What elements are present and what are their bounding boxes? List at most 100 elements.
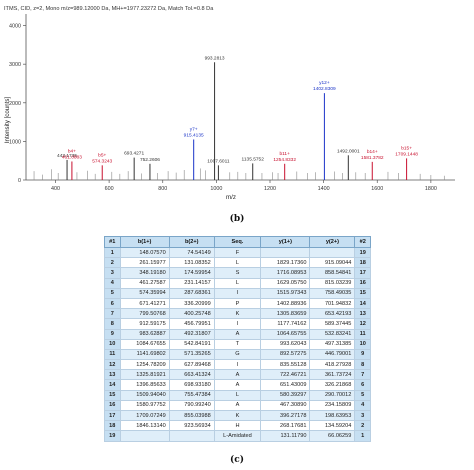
mass-cell: 1325.81921 [119, 369, 170, 381]
mass-cell: 651.43009 [260, 379, 311, 391]
mass-cell: 1829.17360 [260, 257, 311, 269]
index-cell: 18 [104, 420, 121, 432]
reverse-index-cell: 7 [354, 369, 371, 381]
mass-cell: 74.54149 [168, 246, 215, 259]
peak-label-line: 443.1735 [57, 153, 77, 159]
index-cell: 13 [104, 369, 121, 381]
table-row: 19 L-Amidated 131.11790 66.06259 1 [104, 430, 371, 442]
mass-cell: 336.20999 [168, 297, 215, 310]
x-tick-label: 1400 [318, 186, 330, 192]
peak-label: 1007.6011 [207, 158, 230, 164]
table-row: 12 1254.78209 627.89468 I 835.55128 418.27928… [104, 359, 371, 371]
table-header-cell: Seq. [213, 236, 262, 248]
mass-cell: 1177.74162 [260, 318, 311, 330]
mass-cell: 1629.05750 [260, 277, 311, 289]
peak-label: 443.1735 [57, 153, 77, 159]
peak-label: b4+ 461.0883 [62, 148, 82, 160]
y-tick-label: 0 [18, 178, 21, 184]
mass-cell: 858.54841 [309, 267, 356, 279]
reverse-index-cell: 3 [354, 409, 371, 422]
sequence-cell: L-Amidated [213, 430, 262, 442]
mass-cell: 698.93180 [168, 379, 215, 391]
mass-cell: 467.30890 [260, 399, 311, 412]
peak-label-line: 461.0883 [62, 154, 82, 160]
mass-cell: 1084.67655 [119, 338, 170, 350]
x-tick-label: 400 [51, 186, 60, 192]
mass-cell [168, 430, 215, 442]
sequence-cell: L [213, 389, 262, 401]
index-cell: 7 [104, 308, 121, 320]
index-cell: 5 [104, 287, 121, 299]
x-tick-label: 800 [158, 186, 167, 192]
mass-cell [309, 246, 356, 259]
peak-label-line: 1709.1448 [395, 151, 418, 157]
peak-label-line: 915.4135 [184, 132, 204, 138]
mass-cell: 574.35994 [119, 287, 170, 299]
peak-label: b11+ 1254.8332 [273, 151, 296, 163]
index-cell: 15 [104, 389, 121, 401]
peak-label: b15+ 1709.1448 [395, 145, 418, 157]
sequence-cell: I [213, 359, 262, 371]
mass-cell: 290.70012 [309, 389, 356, 401]
table-header-cell: y(2+) [309, 236, 356, 248]
mass-cell: 542.84191 [168, 338, 215, 350]
reverse-index-cell: 12 [354, 318, 371, 330]
y-tick-label: 1000 [9, 139, 21, 145]
peak-label-line: 574.3243 [92, 158, 112, 164]
index-cell: 6 [104, 297, 121, 310]
sequence-cell: A [213, 379, 262, 391]
mass-cell: 790.99240 [168, 399, 215, 412]
reverse-index-cell: 15 [354, 287, 371, 299]
table-row: 10 1084.67655 542.84191 T 993.62043 497.31385… [104, 338, 371, 350]
sequence-cell: I [213, 287, 262, 299]
table-row: 13 1325.81921 663.41324 A 722.46721 361.73724… [104, 369, 371, 381]
mass-cell [260, 246, 311, 259]
mass-cell: 1716.08953 [260, 267, 311, 279]
mass-cell: 66.06259 [309, 430, 356, 442]
mass-cell: 923.56934 [168, 420, 215, 432]
peak-label: y12+ 1402.8309 [313, 80, 336, 92]
table-row: 3 348.19180 174.59954 S 1716.08953 858.54841 1… [104, 267, 371, 279]
peak-label-line: 1007.6011 [207, 158, 230, 164]
mass-cell: 722.46721 [260, 369, 311, 381]
peaks [33, 62, 445, 180]
mass-cell: 855.03988 [168, 409, 215, 422]
mass-cell: 799.50768 [119, 308, 170, 320]
fragment-ion-table: #1 b(1+) b(2+) Seq. y(1+) y(2+) #2 1 148.07570 7… [104, 236, 371, 442]
mass-cell: 131.08352 [168, 257, 215, 269]
y-axis-label: Intensity [counts] [4, 97, 11, 144]
peak-label-line: y12+ [319, 80, 330, 86]
sequence-cell: L [213, 257, 262, 269]
peak-label: 1135.5752 [242, 156, 265, 162]
sequence-cell: A [213, 399, 262, 412]
table-row: 11 1141.69802 571.35265 G 892.57275 446.79001… [104, 348, 371, 361]
mass-cell: 1709.07249 [119, 409, 170, 422]
table-header-cell: b(1+) [119, 236, 170, 248]
table-row: 9 983.62887 492.31807 A 1064.65755 532.83241 1… [104, 328, 371, 340]
sequence-cell: A [213, 328, 262, 340]
index-cell: 11 [104, 348, 121, 361]
reverse-index-cell: 4 [354, 399, 371, 412]
mass-cell: 396.27178 [260, 409, 311, 422]
sequence-cell: K [213, 308, 262, 320]
peak-label-line: 1581.3782 [361, 155, 384, 161]
mass-cell: 758.49035 [309, 287, 356, 299]
sequence-cell: S [213, 267, 262, 279]
table-row: 17 1709.07249 855.03988 K 396.27178 198.63953… [104, 409, 371, 422]
reverse-index-cell: 5 [354, 389, 371, 401]
mass-cell: 571.35265 [168, 348, 215, 361]
index-cell: 19 [104, 430, 121, 442]
sequence-cell: I [213, 318, 262, 330]
sequence-cell: T [213, 338, 262, 350]
peak-label: b14+ 1581.3782 [361, 149, 384, 161]
peak-label-line: b11+ [279, 151, 290, 157]
table-row: 1 148.07570 74.54149 F 19 [104, 246, 371, 259]
peak-label-line: 1254.8332 [273, 157, 296, 163]
peak-label-line: 1402.8309 [313, 86, 336, 92]
table-header-cell: b(2+) [168, 236, 215, 248]
peak-label-line: 1492.0001 [337, 148, 360, 154]
table-row: 14 1396.85633 698.93180 A 651.43009 326.21868… [104, 379, 371, 391]
mass-cell: 580.39297 [260, 389, 311, 401]
x-tick-label: 1000 [210, 186, 222, 192]
